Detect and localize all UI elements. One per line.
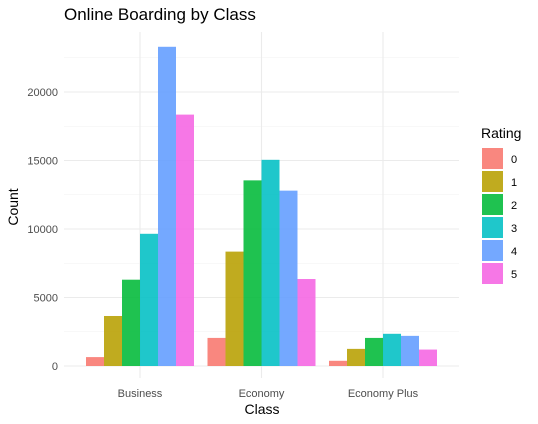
bar-economy-plus-rating-1	[347, 348, 365, 366]
bar-economy-rating-4	[279, 190, 298, 366]
y-tick-label: 20000	[27, 87, 58, 99]
x-tick-label: Economy Plus	[348, 388, 419, 400]
legend-key-5	[482, 263, 503, 284]
legend-key-2	[482, 194, 503, 215]
bar-economy-plus-rating-5	[419, 349, 437, 366]
x-axis-title: Class	[244, 401, 279, 417]
bar-economy-rating-3	[261, 159, 280, 366]
legend-key-4	[482, 240, 503, 261]
legend-label: 5	[511, 269, 517, 281]
bar-business-rating-5	[176, 114, 194, 366]
bar-business-rating-2	[122, 279, 140, 366]
legend-title: Rating	[481, 125, 521, 141]
bar-economy-rating-2	[243, 180, 262, 366]
legend-label: 1	[511, 177, 517, 189]
legend-label: 0	[511, 154, 517, 166]
legend: Rating 0 1 2 3 4 5	[481, 125, 521, 284]
y-tick-label: 5000	[34, 293, 58, 305]
legend-key-1	[482, 171, 503, 192]
y-axis-title: Count	[5, 188, 21, 225]
chart-title: Online Boarding by Class	[64, 5, 256, 24]
bar-economy-plus-rating-2	[365, 337, 383, 366]
bar-business-rating-1	[104, 315, 122, 366]
legend-label: 3	[511, 223, 517, 235]
bar-economy-plus-rating-0	[329, 360, 347, 366]
x-tick-label: Economy	[239, 388, 285, 400]
bar-economy-rating-0	[207, 337, 226, 366]
legend-label: 2	[511, 200, 517, 212]
x-tick-label: Business	[118, 388, 163, 400]
y-tick-label: 0	[52, 361, 58, 373]
bar-business-rating-3	[140, 233, 158, 366]
y-axis-ticks: 0 5000 10000 15000 20000	[27, 87, 58, 373]
bar-economy-plus-rating-3	[383, 333, 401, 366]
bar-business-rating-0	[86, 357, 104, 366]
bar-business-rating-4	[158, 46, 176, 366]
legend-label: 4	[511, 246, 517, 258]
bars	[86, 46, 437, 366]
bar-economy-rating-1	[225, 251, 244, 366]
y-tick-label: 15000	[27, 156, 58, 168]
bar-economy-plus-rating-4	[401, 335, 419, 366]
legend-key-3	[482, 217, 503, 238]
bar-economy-rating-5	[297, 279, 316, 366]
y-tick-label: 10000	[27, 224, 58, 236]
legend-key-0	[482, 148, 503, 169]
x-axis-ticks: Business Economy Economy Plus	[118, 388, 419, 400]
